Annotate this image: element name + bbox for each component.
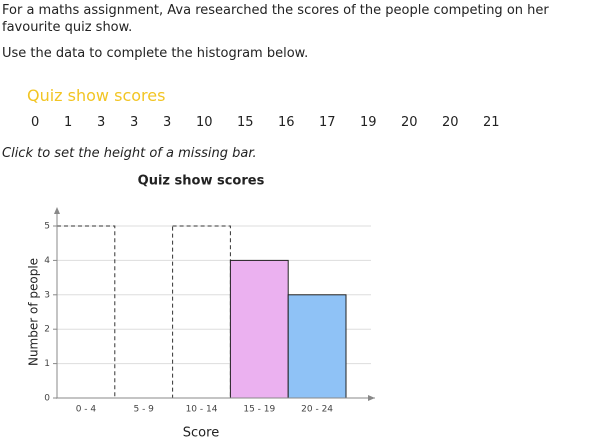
- x-axis-label: Score: [183, 426, 219, 439]
- score: 15: [237, 115, 254, 130]
- chart: Quiz show scores Score Number of people …: [27, 174, 375, 439]
- y-tick-label: 3: [44, 290, 50, 300]
- missing-bar[interactable]: [172, 225, 231, 399]
- y-tick-label: 2: [44, 325, 50, 335]
- score: 3: [163, 115, 172, 130]
- x-tick-label: 5 - 9: [133, 405, 154, 415]
- data-title: Quiz show scores: [27, 86, 166, 105]
- bar: [287, 294, 347, 399]
- x-arrow: [368, 395, 375, 401]
- instruction: Click to set the height of a missing bar…: [2, 146, 257, 161]
- missing-bar[interactable]: [56, 225, 116, 399]
- x-tick-label: 0 - 4: [76, 405, 97, 415]
- score-list: 0 1 3 3 3 10 15 16 17 19 20 20 21: [31, 115, 524, 130]
- intro: For a maths assignment, Ava researched t…: [2, 3, 549, 35]
- score: 19: [360, 115, 377, 130]
- y-tick-label: 4: [44, 256, 50, 266]
- x-tick-label: 15 - 19: [243, 405, 275, 415]
- score: 21: [483, 115, 500, 130]
- y-tick-label: 0: [44, 394, 50, 404]
- x-tick-label: 10 - 14: [186, 405, 218, 415]
- y-tick-label: 5: [44, 222, 50, 232]
- chart-title: Quiz show scores: [138, 174, 265, 189]
- y-axis-label: Number of people: [27, 258, 41, 366]
- x-tick-label: 20 - 24: [301, 405, 333, 415]
- y-arrow: [54, 207, 60, 214]
- task: Use the data to complete the histogram b…: [2, 46, 309, 61]
- score: 0: [31, 115, 40, 130]
- score: 17: [319, 115, 336, 130]
- score: 20: [401, 115, 418, 130]
- y-tick-label: 1: [44, 359, 50, 369]
- score: 3: [130, 115, 139, 130]
- score: 16: [278, 115, 295, 130]
- score: 3: [97, 115, 106, 130]
- score: 20: [442, 115, 459, 130]
- bar: [229, 259, 289, 399]
- score: 1: [64, 115, 73, 130]
- score: 10: [196, 115, 213, 130]
